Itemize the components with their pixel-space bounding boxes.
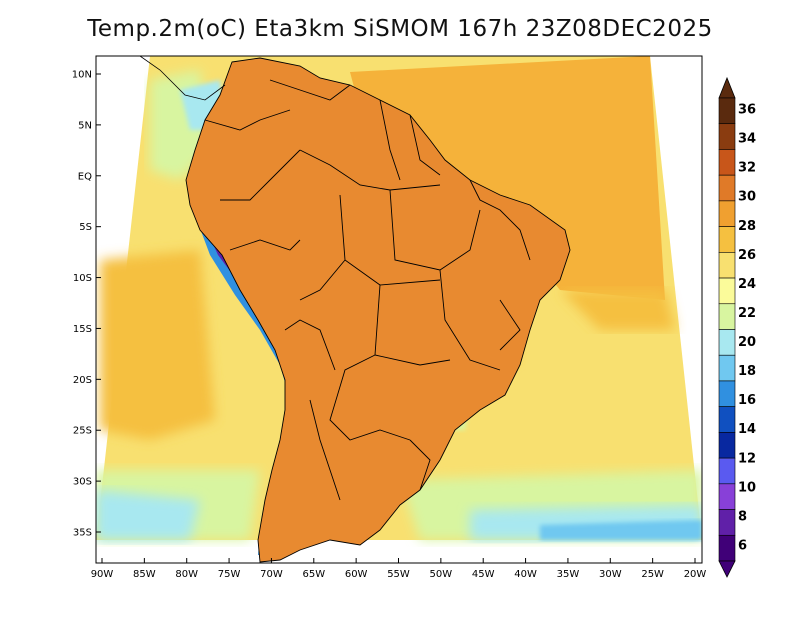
colorbar-label: 20	[738, 335, 756, 350]
colorbar-label: 26	[738, 248, 756, 263]
longitude-axis: 90W 85W 80W 75W 70W 65W 60W 55W 50W 45W 40W 35W 30W 2…	[91, 558, 707, 580]
lon-label: 80W	[175, 569, 198, 580]
colorbar-segment	[718, 277, 736, 305]
south-atlantic-coldest	[540, 520, 702, 540]
lat-label: 25S	[73, 426, 92, 437]
colorbar-label: 30	[738, 190, 756, 205]
colorbar-label: 16	[738, 393, 756, 408]
colorbar-segment	[718, 200, 736, 227]
colorbar-label: 34	[738, 132, 756, 147]
colorbar: 36 34 32 30 28 26 24 22 20 18 16 14 12 10 8 6	[718, 76, 756, 578]
lon-label: 90W	[91, 569, 114, 580]
colorbar-segment	[718, 354, 736, 382]
colorbar-segment	[718, 303, 736, 330]
lat-label: 15S	[73, 324, 92, 335]
colorbar-label: 18	[738, 364, 756, 379]
colorbar-label: 10	[738, 480, 756, 495]
colorbar-label: 28	[738, 219, 756, 234]
lon-label: 75W	[218, 569, 241, 580]
colorbar-top-arrow	[718, 76, 736, 99]
lon-label: 70W	[260, 569, 283, 580]
colorbar-segment	[718, 380, 736, 407]
lon-label: 30W	[599, 569, 622, 580]
colorbar-label: 14	[738, 422, 756, 437]
lat-label: 5N	[78, 120, 92, 131]
lon-label: 35W	[557, 569, 580, 580]
colorbar-segment	[718, 457, 736, 485]
colorbar-segment	[718, 509, 736, 536]
temperature-field	[96, 56, 702, 563]
south-pacific-colder	[96, 490, 200, 540]
colorbar-segment	[718, 406, 736, 433]
lon-label: 65W	[302, 569, 325, 580]
lon-label: 55W	[387, 569, 410, 580]
colorbar-segment	[718, 534, 736, 562]
colorbar-bottom-arrow	[718, 560, 736, 578]
lat-label: EQ	[78, 171, 92, 182]
colorbar-label: 22	[738, 306, 756, 321]
lat-label: 10S	[73, 273, 92, 284]
lat-label: 10N	[72, 70, 92, 81]
colorbar-segment	[718, 329, 736, 356]
colorbar-label: 12	[738, 451, 756, 466]
lon-label: 20W	[684, 569, 707, 580]
lat-label: 35S	[73, 528, 92, 539]
lat-label: 5S	[79, 222, 92, 233]
political-borders	[185, 57, 571, 563]
colorbar-segment	[718, 432, 736, 459]
lon-label: 60W	[345, 569, 368, 580]
colorbar-label: 36	[738, 103, 756, 118]
colorbar-label: 32	[738, 161, 756, 176]
colorbar-segment	[718, 174, 736, 202]
lon-label: 40W	[514, 569, 537, 580]
colorbar-segment	[718, 226, 736, 253]
pacific-warm-area	[100, 250, 215, 440]
lon-label: 45W	[472, 569, 495, 580]
colorbar-segment	[718, 252, 736, 279]
atlantic-transition	[560, 290, 675, 330]
atlantic-warm-ocean	[350, 56, 665, 300]
colorbar-label: 8	[738, 509, 747, 524]
andes-cold-band	[192, 70, 308, 555]
lon-label: 50W	[430, 569, 453, 580]
lat-label: 30S	[73, 477, 92, 488]
lon-label: 85W	[133, 569, 156, 580]
map-title: Temp.2m(oC) Eta3km SiSMOM 167h 23Z08DEC2…	[87, 16, 713, 42]
colorbar-segment	[718, 483, 736, 510]
colorbar-label: 24	[738, 277, 756, 292]
colorbar-segment	[718, 97, 736, 125]
colorbar-segment	[718, 149, 736, 176]
colorbar-segment	[718, 123, 736, 150]
central-america-coast	[139, 56, 226, 101]
latitude-axis: 10N 5N EQ 5S 10S 15S 20S 25S 30S 35S	[72, 70, 101, 539]
colorbar-label: 6	[738, 539, 747, 554]
lat-label: 20S	[73, 375, 92, 386]
lon-label: 25W	[641, 569, 664, 580]
